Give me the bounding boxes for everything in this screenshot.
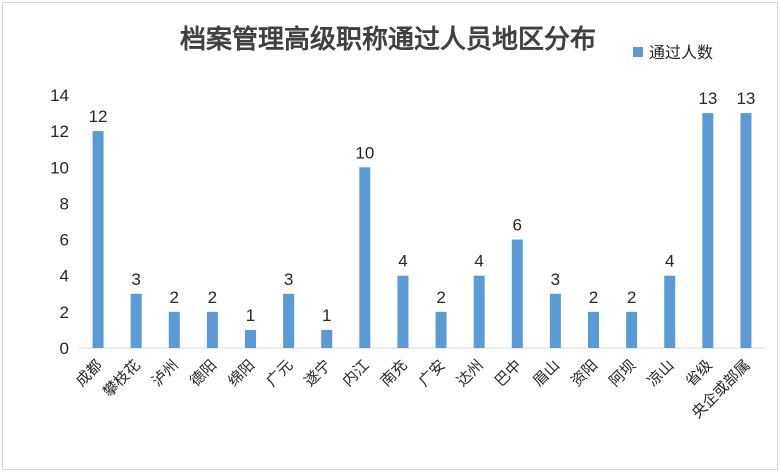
category-label: 成都 bbox=[72, 356, 106, 390]
bar bbox=[702, 113, 714, 348]
y-tick-label: 0 bbox=[60, 339, 69, 358]
data-label: 2 bbox=[589, 288, 598, 307]
category-label: 德阳 bbox=[186, 356, 220, 390]
bar bbox=[245, 329, 256, 348]
y-tick-label: 8 bbox=[60, 194, 69, 213]
y-axis: 0 2 4 6 8 10 12 14 bbox=[50, 86, 69, 358]
data-label: 13 bbox=[736, 89, 755, 108]
data-label: 2 bbox=[627, 288, 636, 307]
bar bbox=[206, 311, 218, 348]
category-label: 凉山 bbox=[644, 356, 678, 390]
data-label: 3 bbox=[131, 270, 140, 289]
data-label: 2 bbox=[170, 288, 179, 307]
bar bbox=[588, 311, 599, 348]
y-tick-label: 4 bbox=[60, 267, 69, 286]
bar bbox=[435, 311, 447, 348]
y-tick-label: 12 bbox=[50, 122, 69, 141]
legend-label: 通过人数 bbox=[649, 43, 713, 62]
bar bbox=[397, 275, 409, 348]
category-label: 广元 bbox=[262, 356, 296, 390]
y-tick-label: 10 bbox=[50, 158, 69, 177]
data-label: 13 bbox=[698, 89, 717, 108]
data-label: 12 bbox=[89, 107, 108, 126]
data-label: 1 bbox=[246, 306, 255, 325]
category-label: 眉山 bbox=[529, 356, 563, 390]
bar bbox=[740, 113, 752, 348]
category-label: 遂宁 bbox=[301, 356, 335, 390]
data-label: 2 bbox=[208, 288, 217, 307]
data-label: 3 bbox=[551, 270, 560, 289]
bar bbox=[473, 275, 485, 348]
category-label: 达州 bbox=[453, 356, 487, 390]
bar bbox=[359, 167, 371, 348]
category-label: 南充 bbox=[377, 356, 411, 390]
y-tick-label: 14 bbox=[50, 86, 69, 105]
category-label: 资阳 bbox=[567, 356, 601, 390]
data-label: 2 bbox=[436, 288, 445, 307]
legend-swatch bbox=[633, 47, 643, 57]
bar bbox=[130, 293, 142, 348]
legend: 通过人数 bbox=[633, 43, 713, 62]
bar bbox=[92, 131, 104, 348]
data-label: 10 bbox=[355, 143, 374, 162]
category-label: 广安 bbox=[415, 356, 449, 390]
data-label: 6 bbox=[513, 216, 522, 235]
chart-title: 档案管理高级职称通过人员地区分布 bbox=[180, 24, 596, 55]
data-label: 3 bbox=[284, 270, 293, 289]
category-label: 泸州 bbox=[148, 356, 182, 390]
y-tick-label: 6 bbox=[60, 231, 69, 250]
bars bbox=[92, 113, 752, 348]
category-label: 省级 bbox=[682, 356, 716, 390]
category-label: 攀枝花 bbox=[99, 356, 144, 401]
bar bbox=[511, 239, 523, 348]
category-label: 绵阳 bbox=[224, 356, 258, 390]
category-label: 阿坝 bbox=[605, 356, 639, 390]
y-tick-label: 2 bbox=[60, 303, 69, 322]
bar bbox=[549, 293, 561, 348]
bar bbox=[283, 293, 295, 348]
bar bbox=[664, 275, 676, 348]
bar bbox=[321, 329, 333, 348]
data-label: 4 bbox=[665, 252, 674, 271]
bar bbox=[626, 311, 638, 348]
category-label: 内江 bbox=[339, 356, 373, 390]
data-label: 1 bbox=[322, 306, 331, 325]
data-label: 4 bbox=[474, 252, 483, 271]
bar bbox=[168, 311, 180, 348]
data-label: 4 bbox=[398, 252, 407, 271]
category-label: 巴中 bbox=[491, 356, 525, 390]
